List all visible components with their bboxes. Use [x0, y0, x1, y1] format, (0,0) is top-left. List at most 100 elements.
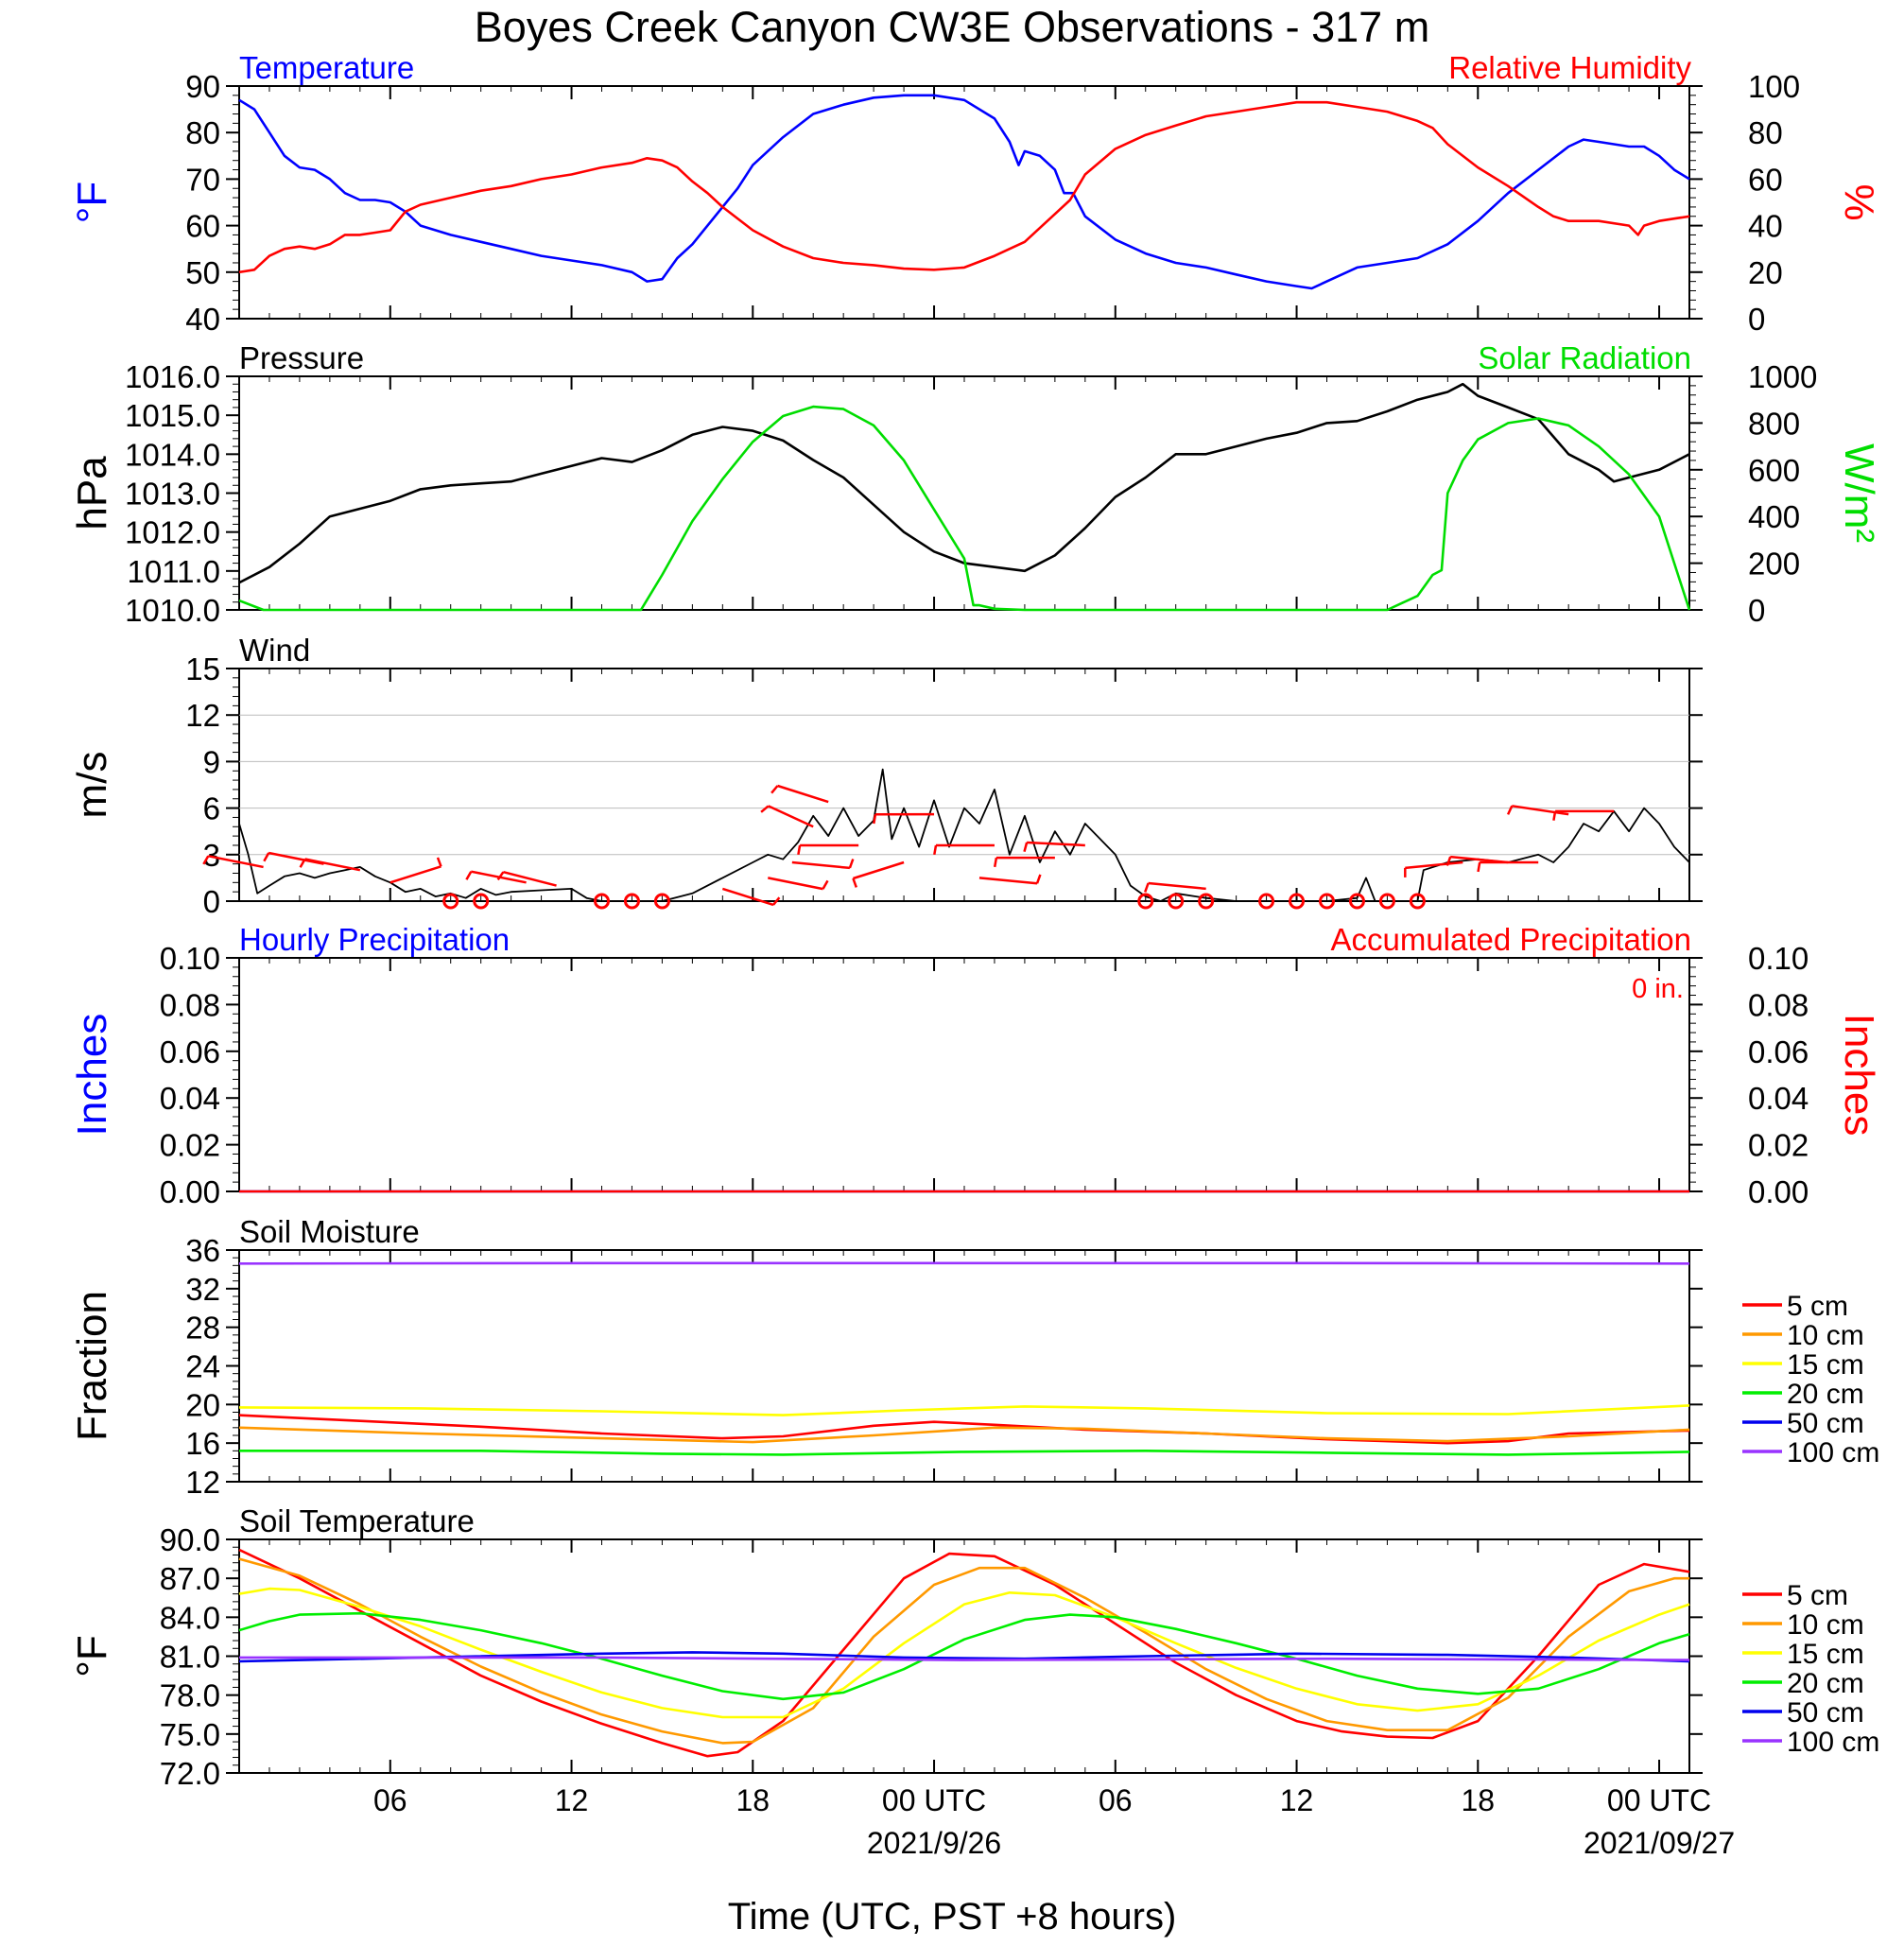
legend-label: 50 cm — [1787, 1408, 1864, 1439]
x-tick-label: 00 UTC — [882, 1783, 986, 1817]
x-axis-label: Time (UTC, PST +8 hours) — [728, 1896, 1177, 1937]
legend-label: 15 cm — [1787, 1639, 1864, 1670]
y-axis-label-left: m/s — [69, 752, 115, 819]
series-line-temperature — [238, 94, 1690, 290]
y-tick-label: 1014.0 — [125, 437, 220, 472]
y-tick-label: 24 — [185, 1349, 220, 1384]
x-tick-label: 18 — [736, 1783, 770, 1817]
calm-marker — [1348, 893, 1365, 910]
y-tick-label: 1012.0 — [125, 515, 220, 550]
series-line-15-cm — [238, 1587, 1690, 1719]
wind-barb — [978, 877, 1038, 885]
wind-barb-flag — [873, 813, 877, 825]
series-line-solar-radiation — [238, 405, 1691, 612]
legend-label: 100 cm — [1787, 1437, 1879, 1468]
panel-temperature-humidity: 40 50 60 70 80 90 0 20 40 60 80 100 Temperature Relat… — [69, 50, 1882, 337]
y-tick-label: 15 — [185, 652, 220, 686]
wind-barb — [791, 860, 851, 870]
y-tick-label: 40 — [185, 302, 220, 337]
calm-marker — [594, 893, 610, 910]
calm-marker — [1137, 893, 1154, 910]
y-right-tick-label: 400 — [1748, 499, 1800, 534]
y-tick-label: 28 — [185, 1311, 220, 1346]
y-tick-label: 84.0 — [160, 1600, 220, 1635]
wind-barb-flag — [822, 879, 829, 890]
x-tick-label: 06 — [373, 1783, 407, 1817]
y-tick-label: 50 — [185, 255, 220, 290]
panel-title-right: Relative Humidity — [1448, 50, 1691, 85]
panel-title-left: Wind — [239, 633, 310, 668]
wind-barb — [304, 858, 361, 872]
wind-barb — [389, 865, 441, 884]
y-tick-label: 1013.0 — [125, 477, 220, 512]
y-tick-label: 0 — [203, 884, 220, 919]
wind-barb-flag — [852, 877, 857, 888]
wind-barb-flag — [1445, 856, 1452, 866]
y-tick-label: 20 — [185, 1387, 220, 1422]
y-tick-label: 70 — [185, 162, 220, 197]
wind-barb — [1148, 881, 1206, 891]
series-line-5-cm — [238, 1548, 1690, 1758]
wind-barb-flag — [436, 857, 442, 867]
wind-barb — [853, 860, 905, 880]
wind-barb-flag — [770, 785, 779, 794]
wind-barb-flag — [496, 871, 505, 881]
wind-barb-flag — [993, 857, 998, 868]
y-right-tick-label: 600 — [1748, 453, 1800, 488]
y-right-tick-label: 0.02 — [1748, 1128, 1809, 1163]
calm-marker — [1378, 893, 1395, 910]
y-right-tick-label: 100 — [1748, 69, 1800, 104]
legend-label: 10 cm — [1787, 1609, 1864, 1641]
panel-frame — [238, 957, 1690, 1192]
y-tick-label: 90 — [185, 69, 220, 104]
y-tick-label: 1010.0 — [125, 593, 220, 628]
panel-title-left: Hourly Precipitation — [239, 922, 510, 957]
series-line-15-cm — [238, 1404, 1690, 1416]
y-axis-label-left: hPa — [69, 456, 115, 530]
wind-barb — [1512, 805, 1569, 816]
series-line-100-cm — [239, 1656, 1690, 1661]
y-axis-label-left: °F — [69, 182, 115, 223]
calm-marker — [1289, 893, 1306, 910]
legend-label: 15 cm — [1787, 1349, 1864, 1381]
y-right-tick-label: 0 — [1748, 593, 1765, 628]
calm-marker — [442, 893, 459, 910]
y-tick-label: 90.0 — [160, 1522, 220, 1557]
panel-frame — [238, 85, 1690, 320]
wind-barb-flag — [797, 844, 802, 856]
series-line-20-cm — [238, 1611, 1690, 1701]
y-tick-label: 12 — [185, 698, 220, 733]
panel-title-left: Soil Moisture — [239, 1214, 420, 1249]
wind-barb — [777, 784, 829, 804]
panel-precipitation: 0.00 0.02 0.04 0.06 0.08 0.10 0.00 0.02 0.04 0.06… — [69, 922, 1882, 1209]
wind-barb — [503, 870, 557, 887]
wind-barb — [208, 855, 264, 869]
y-tick-label: 1016.0 — [125, 359, 220, 394]
wind-barb-flag — [299, 858, 306, 868]
calm-marker — [1409, 893, 1426, 910]
legend-label: 5 cm — [1787, 1580, 1848, 1611]
time-axis: 06 12 18 00 UTC 2021/9/26 06 12 18 00 UTC 2021/09… — [373, 1783, 1735, 1860]
calm-marker — [1168, 893, 1185, 910]
y-axis-label-left: Fraction — [69, 1291, 115, 1441]
y-tick-label: 32 — [185, 1272, 220, 1307]
legend-label: 100 cm — [1787, 1727, 1879, 1758]
series-line-100-cm — [238, 1261, 1690, 1265]
series-line-pressure — [238, 382, 1690, 584]
y-tick-label: 36 — [185, 1233, 220, 1268]
x-tick-label: 18 — [1461, 1783, 1495, 1817]
y-tick-label: 81.0 — [160, 1640, 220, 1675]
wind-barb — [1027, 841, 1085, 847]
wind-barb — [768, 805, 814, 828]
panel-frame — [238, 1249, 1690, 1483]
series-line-10-cm — [238, 1426, 1690, 1444]
calm-marker — [1198, 893, 1215, 910]
y-right-tick-label: 0.04 — [1748, 1081, 1809, 1116]
panel-frame — [238, 375, 1690, 611]
wind-barb-flag — [1506, 805, 1514, 815]
wind-barb-flag — [1023, 842, 1029, 853]
y-axis-label-left: Inches — [69, 1014, 115, 1137]
